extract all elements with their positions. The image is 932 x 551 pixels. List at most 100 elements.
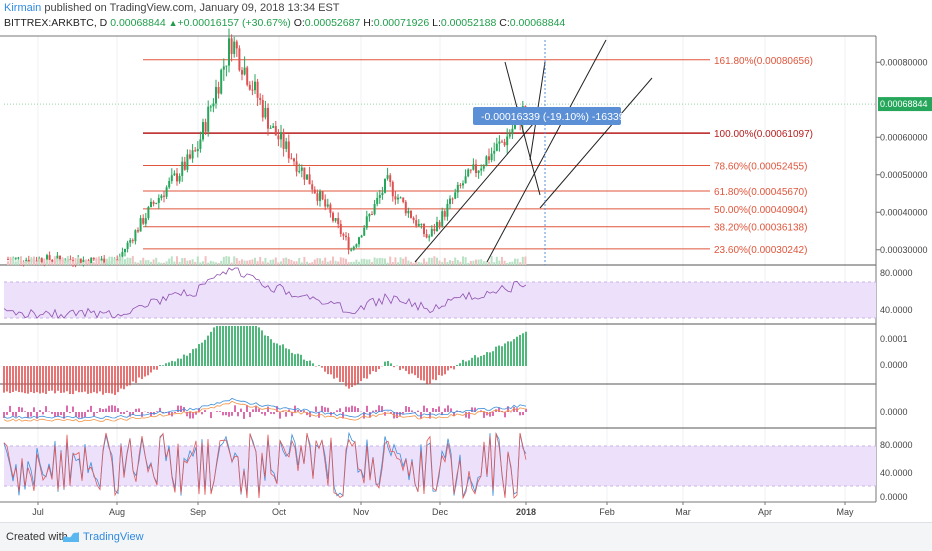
macd-hist-bar: [216, 411, 218, 412]
volume-bar: [413, 263, 415, 265]
momentum-bar: [303, 360, 305, 366]
momentum-bar: [285, 348, 287, 366]
chart-svg[interactable]: 161.80%(0.00080656)100.00%(0.00061097)78…: [0, 0, 932, 522]
time-tick-label: Nov: [353, 507, 370, 517]
momentum-bar: [321, 366, 323, 368]
macd-hist-bar: [78, 412, 80, 418]
candle-body: [337, 218, 339, 224]
candle-body: [212, 104, 214, 107]
macd-hist-bar: [120, 412, 122, 414]
volume-bar: [423, 259, 425, 265]
candle-body: [348, 237, 350, 250]
tradingview-logo-icon[interactable]: [62, 529, 80, 543]
momentum-bar: [486, 352, 488, 366]
macd-hist-bar: [177, 406, 179, 412]
time-tick-label: Oct: [272, 507, 287, 517]
drawings[interactable]: -0.00016339 (-19.10%) -16339: [415, 40, 652, 265]
macd-hist-bar: [270, 412, 272, 414]
fib-level-label: 161.80%(0.00080656): [714, 56, 813, 67]
candle-body: [166, 187, 168, 196]
momentum-bar: [186, 356, 188, 366]
candle-body: [405, 202, 407, 213]
momentum-bar: [510, 341, 512, 366]
candle-body: [197, 149, 199, 151]
volume-bar: [306, 262, 308, 265]
momentum-bar: [291, 353, 293, 366]
candle-body: [470, 170, 472, 171]
momentum-bar: [72, 366, 74, 394]
momentum-bar: [447, 366, 449, 370]
momentum-bar: [114, 366, 116, 395]
volume-bar: [309, 263, 311, 265]
candle-body: [459, 185, 461, 186]
momentum-bar: [156, 366, 158, 370]
macd-hist-bar: [237, 412, 239, 416]
volume-bar: [280, 261, 282, 265]
momentum-bar: [93, 366, 95, 392]
volume-bar: [43, 258, 45, 265]
momentum-bar: [6, 366, 8, 392]
momentum-bar: [12, 366, 14, 392]
macd-hist-bar: [96, 412, 98, 413]
volume-bar: [420, 263, 422, 265]
volume-bar: [202, 261, 204, 265]
macd-hist-bar: [264, 412, 266, 416]
candle-body: [407, 211, 409, 213]
macd-hist-bar: [405, 406, 407, 412]
candle-body: [379, 195, 381, 198]
momentum-bar: [387, 361, 389, 366]
momentum-bar: [210, 332, 212, 366]
candles[interactable]: [7, 29, 526, 268]
indicator-tick-label: 0.0000: [880, 492, 908, 502]
momentum-bar: [366, 366, 368, 379]
volume-bar: [88, 261, 90, 265]
macd-hist-bar: [21, 408, 23, 412]
macd-hist-bar: [126, 411, 128, 412]
momentum-bar: [192, 349, 194, 366]
momentum-bar: [42, 366, 44, 393]
momentum-bar: [213, 327, 215, 366]
volume-bar: [353, 262, 355, 265]
momentum-bar: [402, 366, 404, 369]
volume-bar: [116, 260, 118, 265]
momentum-bar: [411, 366, 413, 373]
momentum-bar: [336, 366, 338, 378]
macd-hist-bar: [84, 412, 86, 417]
momentum-bar: [342, 366, 344, 382]
price-tick-label: 0.00050000: [880, 170, 928, 180]
fib-retracement: 161.80%(0.00080656)100.00%(0.00061097)78…: [143, 56, 813, 256]
volume-bar: [7, 261, 9, 265]
momentum-bar: [282, 344, 284, 366]
volume-bar: [283, 258, 285, 265]
volume-bar: [394, 257, 396, 265]
macd-hist-bar: [348, 407, 350, 412]
volume-bar: [327, 262, 329, 265]
momentum-bar: [75, 366, 77, 391]
macd-hist-bar: [504, 412, 506, 417]
momentum-bar: [339, 366, 341, 382]
volume-bar: [267, 263, 269, 265]
volume-bar: [199, 262, 201, 265]
momentum-bar: [66, 366, 68, 391]
volume-bar: [303, 257, 305, 265]
momentum-bar: [333, 366, 335, 379]
volume-bar: [418, 262, 420, 265]
volume-bar: [459, 262, 461, 265]
candle-body: [366, 216, 368, 227]
volume-bar: [402, 259, 404, 265]
candle-body: [368, 214, 370, 216]
volume-bar: [137, 263, 139, 265]
volume-bar: [428, 258, 430, 265]
volume-bar: [384, 259, 386, 265]
volume-bar: [444, 258, 446, 265]
candle-body: [231, 38, 233, 54]
candle-body: [210, 106, 212, 107]
volume-bar: [465, 257, 467, 265]
momentum-bar: [456, 365, 458, 366]
tradingview-brand-link[interactable]: TradingView: [83, 531, 144, 543]
momentum-bar: [18, 366, 20, 392]
volume-bar: [358, 262, 360, 265]
volume-bar: [77, 257, 79, 265]
momentum-bar: [273, 343, 275, 366]
macd-hist-bar: [99, 408, 101, 412]
